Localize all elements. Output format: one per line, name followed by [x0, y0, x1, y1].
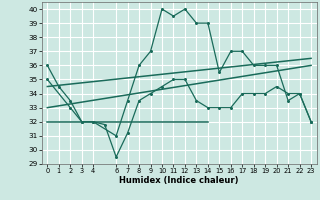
X-axis label: Humidex (Indice chaleur): Humidex (Indice chaleur)	[119, 176, 239, 185]
